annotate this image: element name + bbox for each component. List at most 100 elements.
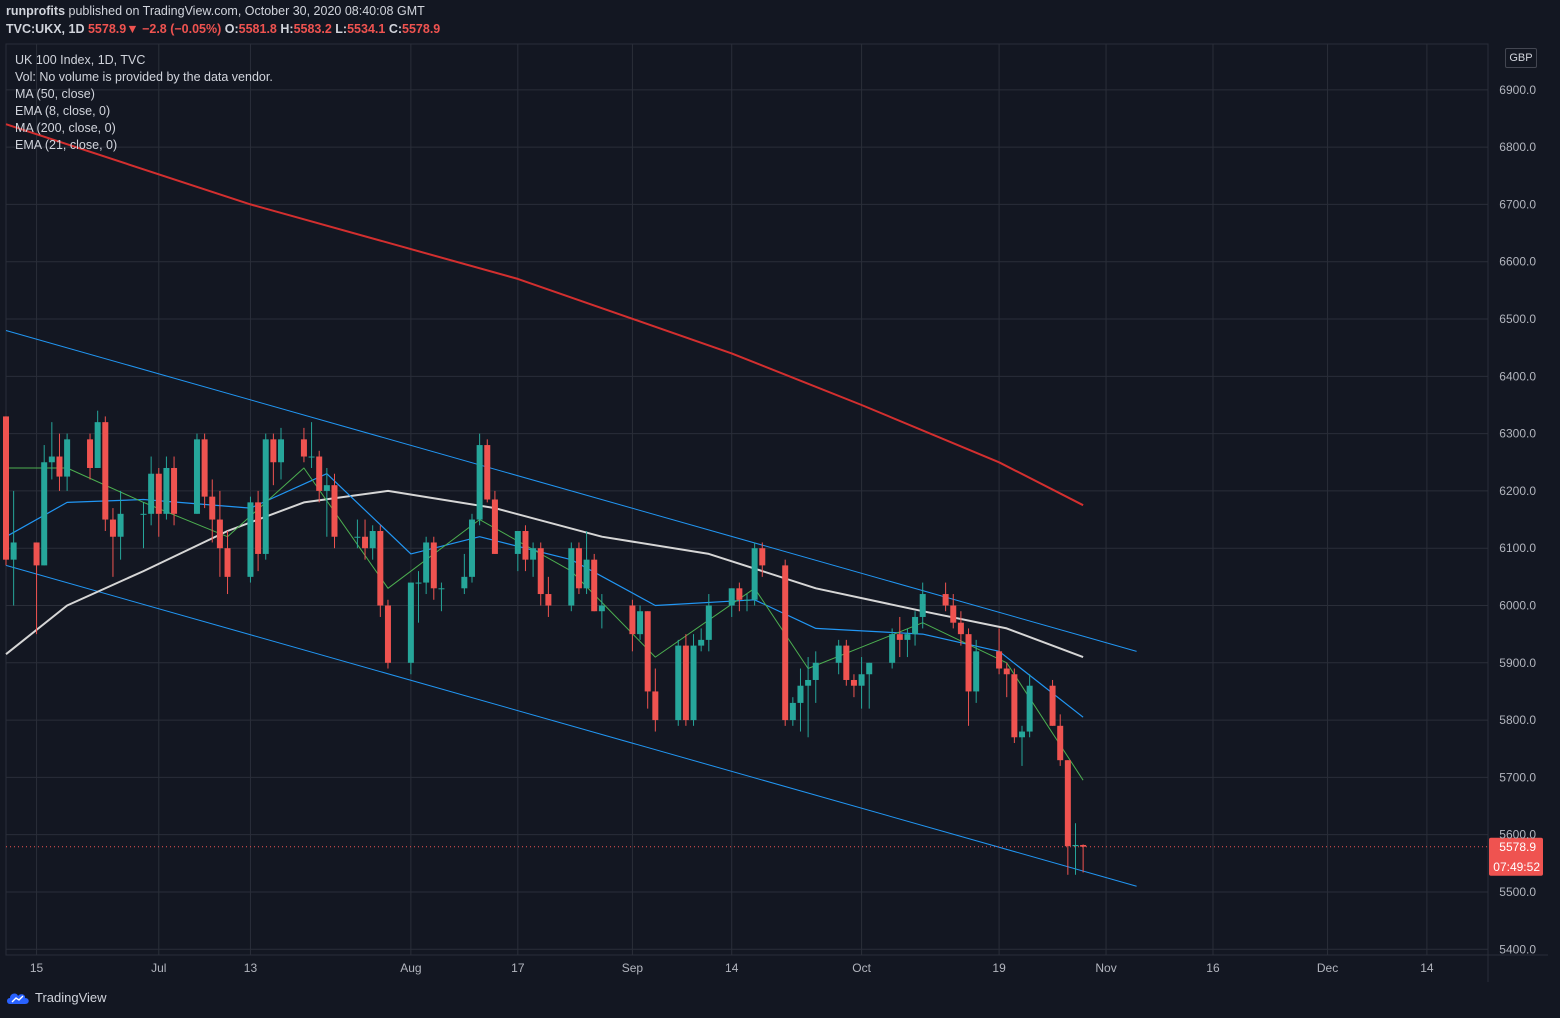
candle-body: [155, 473, 162, 514]
price-tick-label: 5800.0: [1499, 713, 1536, 727]
candle: [896, 616, 903, 658]
time-tick-label: 13: [244, 961, 258, 975]
candle-body: [1080, 844, 1087, 847]
legend-ma50[interactable]: MA (50, close): [15, 87, 95, 101]
candle: [530, 542, 537, 577]
legend-title[interactable]: UK 100 Index, 1D, TVC: [15, 53, 146, 67]
candle: [117, 490, 124, 560]
candle: [102, 416, 109, 532]
candle-body: [3, 416, 9, 560]
chart-grid: [5, 43, 1489, 956]
price-tick-label: 6800.0: [1499, 140, 1536, 154]
low-label: L:: [335, 22, 348, 36]
currency-button[interactable]: GBP: [1505, 48, 1537, 68]
price-axis[interactable]: 5400.0 5500.0 5600.0 5700.0 5800.0 5900.0 6000…: [1487, 44, 1536, 982]
candle: [262, 433, 269, 560]
candle: [255, 490, 262, 572]
candle-body: [193, 439, 200, 514]
plot-frame: [5, 43, 1489, 956]
candle: [423, 536, 430, 595]
legend-volume[interactable]: Vol: No volume is provided by the data v…: [15, 70, 273, 84]
candle: [1049, 679, 1056, 726]
candle: [33, 542, 40, 635]
price-tick-label: 5600.0: [1499, 828, 1536, 842]
candle: [889, 628, 896, 669]
tradingview-cloud-icon: [7, 993, 29, 1004]
candle: [109, 508, 116, 577]
candle-body: [377, 531, 384, 606]
candle-body: [491, 499, 498, 554]
candle-body: [698, 639, 705, 646]
symbol-ohlc: TVC:UKX, 1D 5578.9▼ −2.8 (−0.05%) O:5581…: [6, 22, 440, 36]
candle-body: [850, 679, 857, 686]
candle-body: [484, 445, 491, 500]
candlesticks: [3, 410, 1087, 875]
candle-body: [308, 456, 315, 458]
candle-body: [751, 548, 758, 600]
candle-body: [598, 605, 605, 612]
candle: [843, 639, 850, 686]
candle: [407, 582, 414, 675]
candle-body: [858, 674, 865, 686]
candle: [919, 582, 926, 629]
candle-body: [148, 473, 155, 514]
tradingview-logo[interactable]: TradingView: [6, 990, 107, 1005]
candle: [10, 490, 17, 606]
candle-body: [64, 439, 71, 477]
candle-body: [782, 565, 789, 721]
candle: [1072, 823, 1079, 875]
candle: [468, 513, 475, 583]
candle-body: [1011, 674, 1018, 738]
candle: [1064, 760, 1071, 875]
candle-body: [1072, 844, 1079, 847]
publish-info: runprofits published on TradingView.com,…: [6, 4, 425, 18]
legend-ma200[interactable]: MA (200, close, 0): [15, 121, 116, 135]
candle: [942, 582, 949, 612]
candle-body: [736, 588, 743, 600]
publisher-name[interactable]: runprofits: [6, 4, 66, 18]
time-tick-label: 19: [992, 961, 1006, 975]
candle-body: [591, 559, 598, 612]
ema8-line: [6, 467, 1084, 781]
candle: [193, 433, 200, 514]
candle: [323, 467, 330, 537]
candle-body: [316, 456, 323, 491]
candle-body: [805, 679, 812, 686]
candle: [858, 657, 865, 709]
candle-body: [912, 616, 919, 635]
channel-lower-line: [5, 564, 1137, 887]
candle: [384, 599, 391, 669]
candle: [736, 582, 743, 612]
time-tick-label: Sep: [622, 961, 644, 975]
candle-body: [247, 502, 254, 577]
price-tick-label: 6500.0: [1499, 312, 1536, 326]
time-tick-label: 16: [1206, 961, 1220, 975]
time-axis[interactable]: 15 Jul 13 Aug 17 Sep 14 Oct 19 Nov 16 Dec 14: [6, 954, 1548, 975]
candle: [430, 536, 437, 600]
candle-body: [904, 634, 911, 640]
candle: [728, 588, 735, 617]
candle: [278, 427, 285, 480]
candle-body: [797, 685, 804, 703]
candle-body: [629, 605, 636, 635]
candle-body: [362, 536, 369, 549]
candle-body: [896, 634, 903, 640]
price-flag-bg: [1489, 837, 1543, 876]
candle-body: [728, 588, 735, 606]
price-tick-label: 6300.0: [1499, 427, 1536, 441]
candle-body: [323, 485, 330, 491]
candle: [850, 674, 857, 698]
candle: [171, 456, 178, 526]
candle-body: [889, 634, 896, 663]
price-tick-label: 6600.0: [1499, 255, 1536, 269]
indicator-lines: [5, 123, 1084, 781]
candle-body: [270, 439, 277, 463]
candle: [354, 519, 361, 549]
legend-ema21[interactable]: EMA (21, close, 0): [15, 138, 118, 152]
close-label: C:: [388, 22, 403, 36]
price-tick-label: 5500.0: [1499, 885, 1536, 899]
candle: [782, 559, 789, 726]
legend-ema8[interactable]: EMA (8, close, 0): [15, 104, 111, 118]
candle-body: [87, 439, 94, 468]
